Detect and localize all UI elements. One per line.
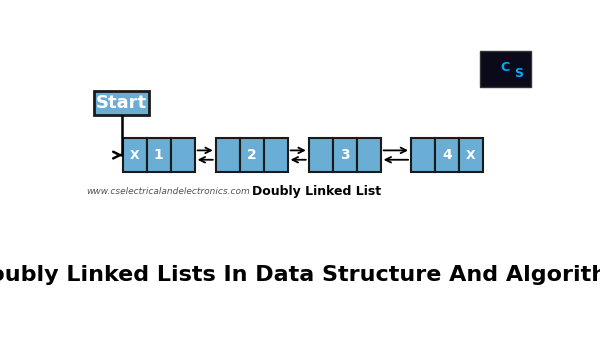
Bar [459,138,483,172]
Bar [332,138,357,172]
Bar [215,138,239,172]
Bar [264,138,288,172]
Text: Doubly Linked Lists In Data Structure And Algorithms: Doubly Linked Lists In Data Structure An… [0,265,600,285]
Bar [479,51,531,88]
Bar [308,138,332,172]
Bar [239,138,264,172]
Bar [357,138,381,172]
Text: X: X [130,149,139,162]
Text: X: X [466,149,476,162]
Text: 3: 3 [340,148,350,162]
Text: S: S [515,67,524,79]
Bar [94,91,149,115]
Bar [435,138,459,172]
Text: C: C [500,62,509,74]
Text: www.cselectricalandelectronics.com: www.cselectricalandelectronics.com [86,187,250,196]
Text: Start: Start [96,94,147,112]
Bar [122,138,146,172]
Bar [411,138,435,172]
Text: 2: 2 [247,148,257,162]
Bar [171,138,195,172]
Bar [146,138,171,172]
Text: 4: 4 [442,148,452,162]
Text: 1: 1 [154,148,164,162]
Text: Doubly Linked List: Doubly Linked List [252,185,382,198]
